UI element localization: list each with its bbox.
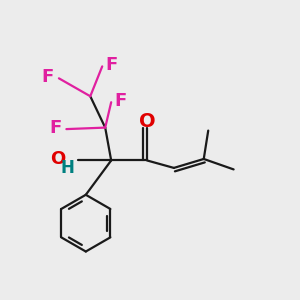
Text: O: O bbox=[50, 150, 66, 168]
Text: F: F bbox=[41, 68, 54, 86]
Text: O: O bbox=[139, 112, 155, 130]
Text: H: H bbox=[61, 159, 75, 177]
Text: F: F bbox=[49, 118, 61, 136]
Text: F: F bbox=[115, 92, 127, 110]
Text: F: F bbox=[106, 56, 118, 74]
